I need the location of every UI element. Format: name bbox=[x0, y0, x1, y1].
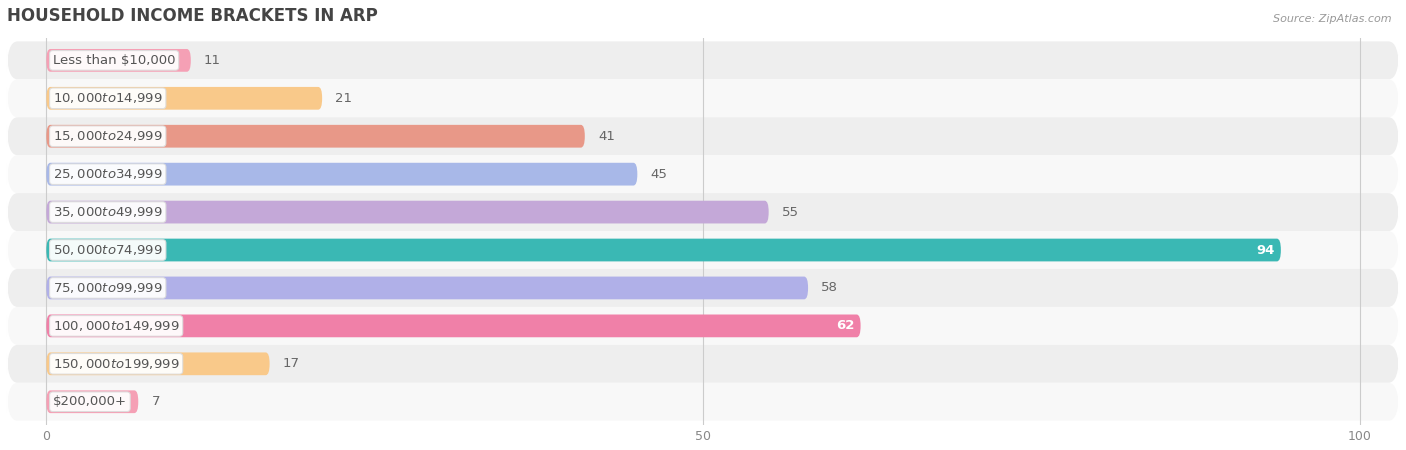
Text: Source: ZipAtlas.com: Source: ZipAtlas.com bbox=[1274, 14, 1392, 23]
Text: $50,000 to $74,999: $50,000 to $74,999 bbox=[53, 243, 163, 257]
Text: 55: 55 bbox=[782, 206, 799, 219]
FancyBboxPatch shape bbox=[7, 79, 1399, 117]
Text: 45: 45 bbox=[651, 168, 668, 180]
Text: $100,000 to $149,999: $100,000 to $149,999 bbox=[53, 319, 180, 333]
FancyBboxPatch shape bbox=[7, 193, 1399, 231]
FancyBboxPatch shape bbox=[7, 269, 1399, 307]
Text: 21: 21 bbox=[335, 92, 353, 105]
FancyBboxPatch shape bbox=[46, 87, 322, 110]
Text: 17: 17 bbox=[283, 357, 299, 370]
Text: 94: 94 bbox=[1256, 243, 1274, 256]
Text: 11: 11 bbox=[204, 54, 221, 67]
Text: $200,000+: $200,000+ bbox=[53, 395, 127, 408]
FancyBboxPatch shape bbox=[46, 49, 191, 72]
FancyBboxPatch shape bbox=[46, 315, 860, 337]
FancyBboxPatch shape bbox=[46, 125, 585, 148]
Text: $150,000 to $199,999: $150,000 to $199,999 bbox=[53, 357, 180, 371]
Text: 62: 62 bbox=[835, 320, 853, 333]
Text: $25,000 to $34,999: $25,000 to $34,999 bbox=[53, 167, 163, 181]
FancyBboxPatch shape bbox=[7, 307, 1399, 345]
FancyBboxPatch shape bbox=[46, 352, 270, 375]
FancyBboxPatch shape bbox=[7, 41, 1399, 79]
FancyBboxPatch shape bbox=[46, 201, 769, 224]
FancyBboxPatch shape bbox=[7, 383, 1399, 421]
Text: 41: 41 bbox=[598, 130, 614, 143]
Text: 7: 7 bbox=[152, 395, 160, 408]
FancyBboxPatch shape bbox=[7, 231, 1399, 269]
Text: Less than $10,000: Less than $10,000 bbox=[53, 54, 176, 67]
FancyBboxPatch shape bbox=[7, 345, 1399, 383]
FancyBboxPatch shape bbox=[46, 277, 808, 299]
Text: $15,000 to $24,999: $15,000 to $24,999 bbox=[53, 129, 163, 143]
Text: 58: 58 bbox=[821, 281, 838, 294]
FancyBboxPatch shape bbox=[46, 238, 1281, 261]
FancyBboxPatch shape bbox=[7, 117, 1399, 155]
Text: $35,000 to $49,999: $35,000 to $49,999 bbox=[53, 205, 163, 219]
FancyBboxPatch shape bbox=[7, 155, 1399, 193]
FancyBboxPatch shape bbox=[46, 390, 138, 413]
Text: $10,000 to $14,999: $10,000 to $14,999 bbox=[53, 91, 163, 105]
Text: HOUSEHOLD INCOME BRACKETS IN ARP: HOUSEHOLD INCOME BRACKETS IN ARP bbox=[7, 7, 378, 25]
FancyBboxPatch shape bbox=[46, 163, 637, 185]
Text: $75,000 to $99,999: $75,000 to $99,999 bbox=[53, 281, 163, 295]
